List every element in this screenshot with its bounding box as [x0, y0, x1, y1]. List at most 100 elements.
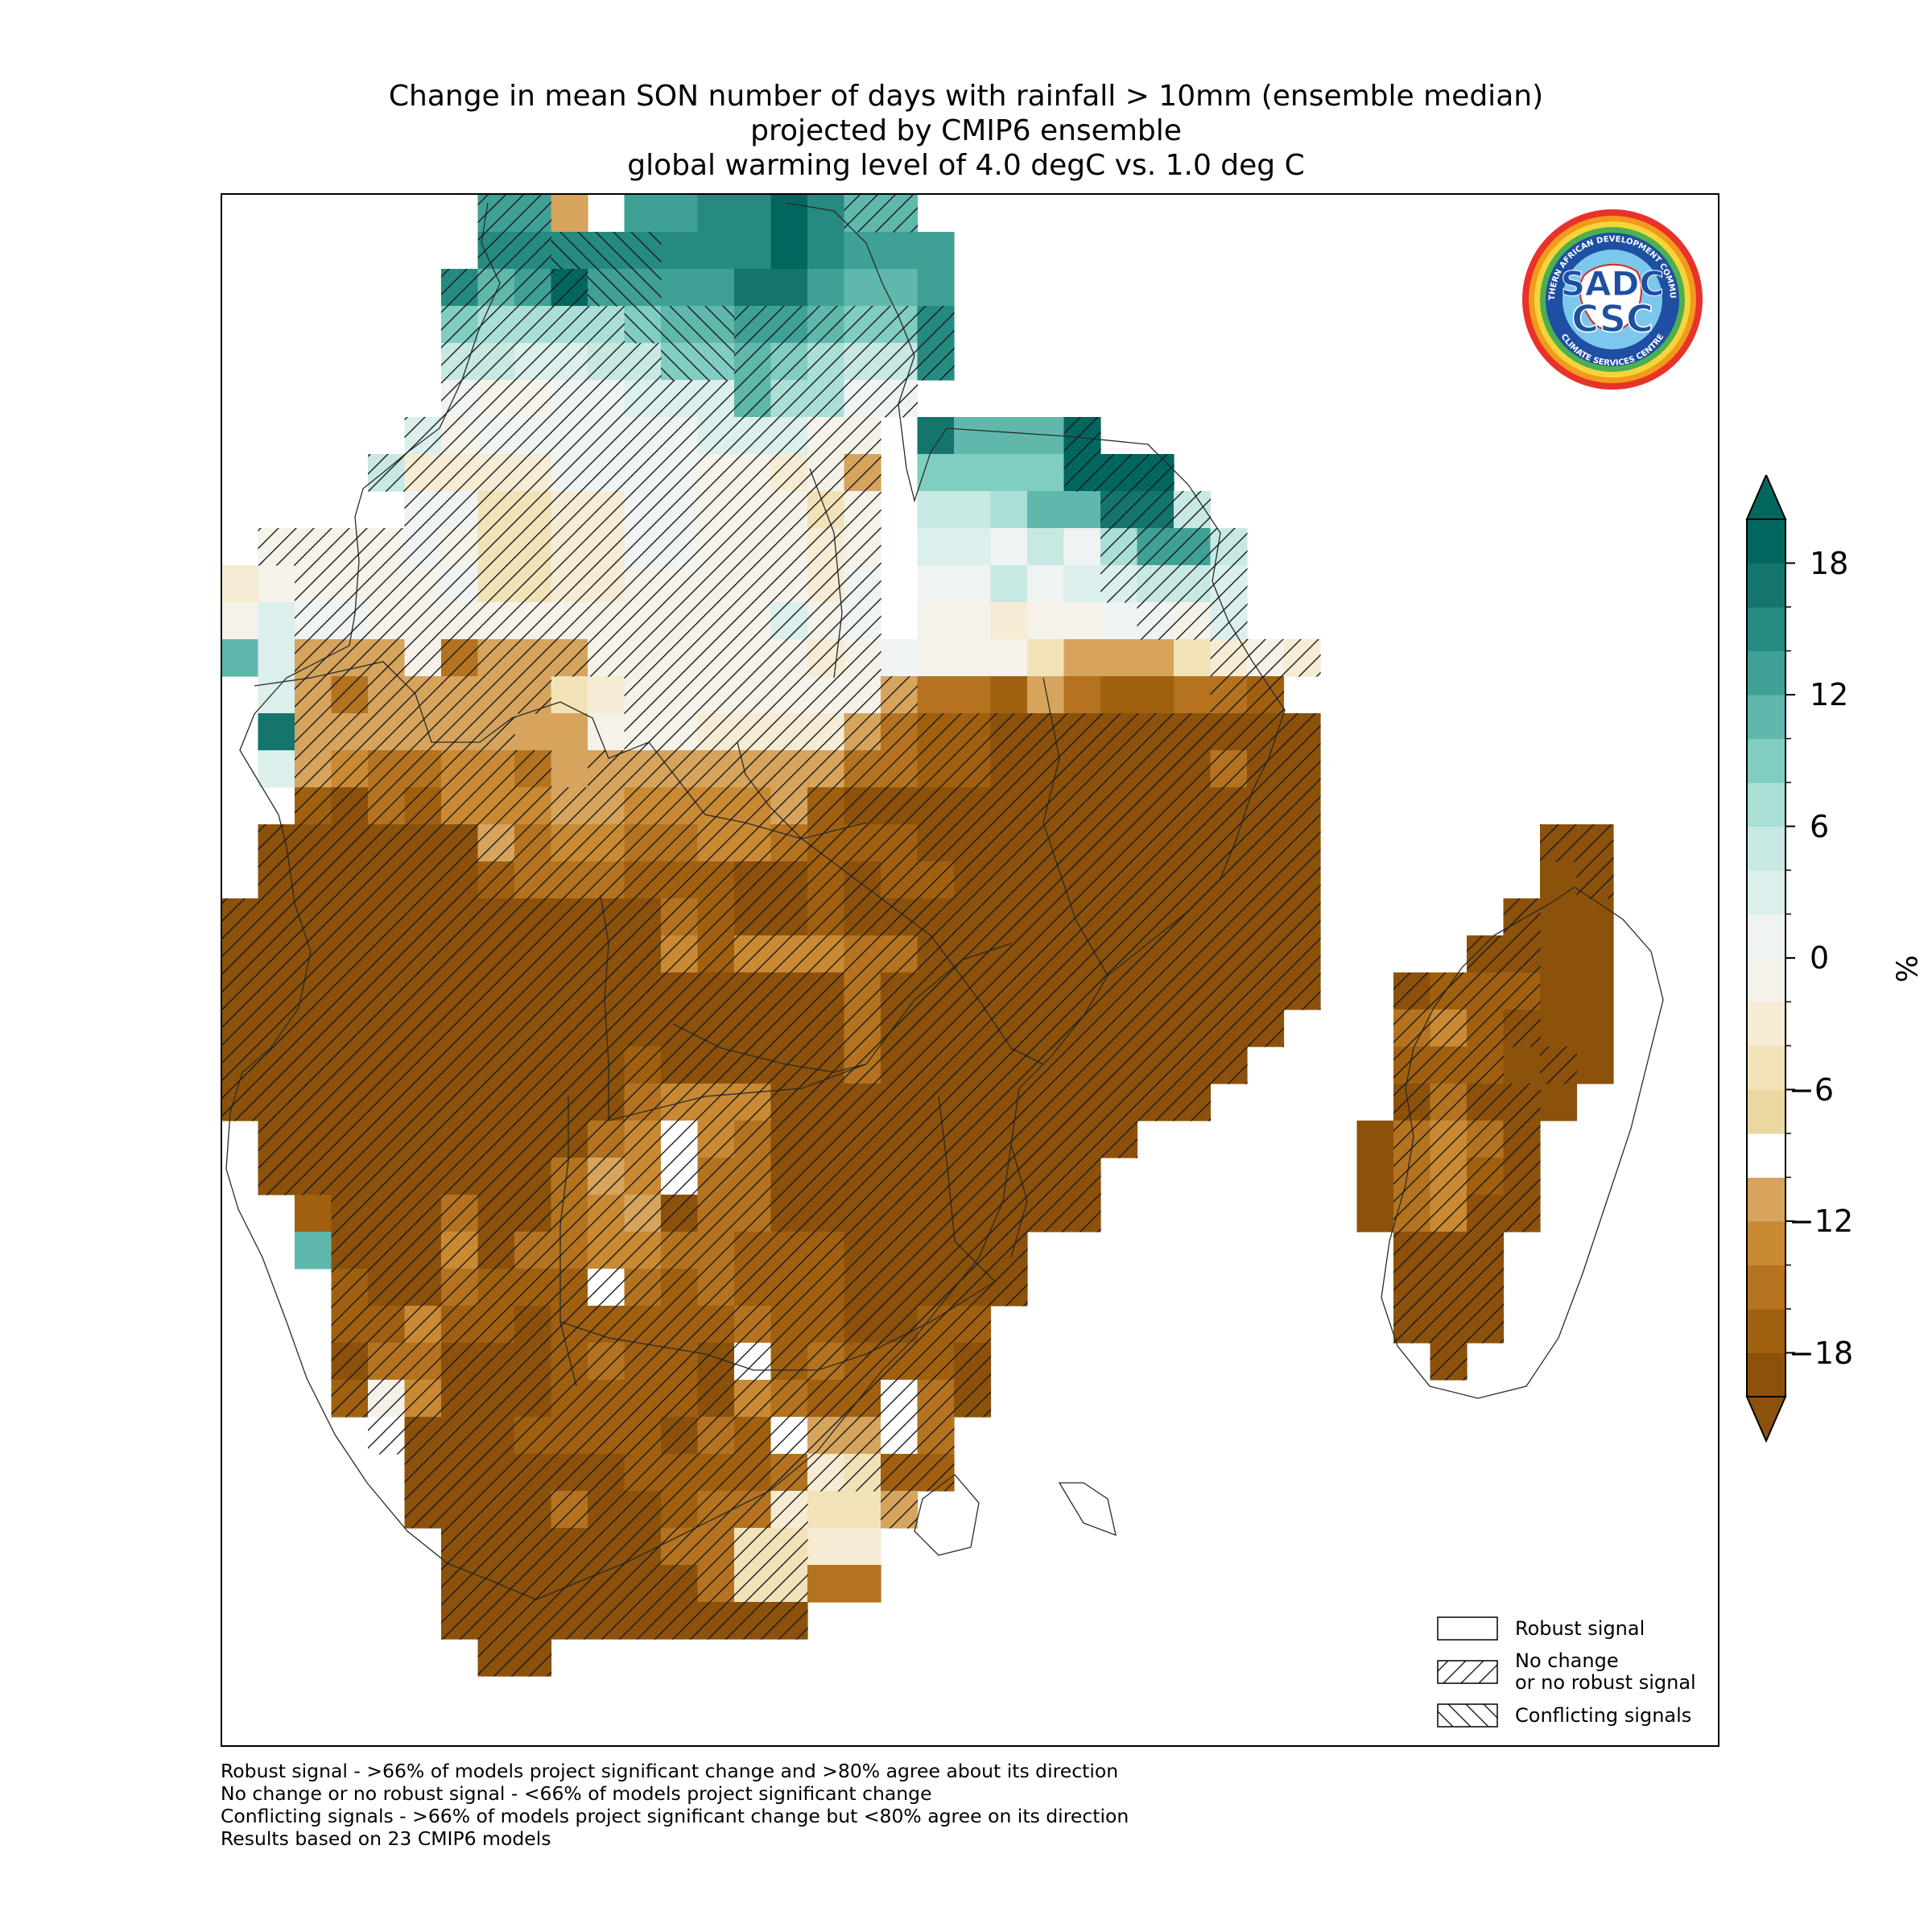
- colorbar-segment: [1747, 563, 1785, 608]
- no-robust-hatch: [588, 1269, 625, 1307]
- no-robust-hatch: [1137, 454, 1174, 492]
- grid-cell: [807, 1565, 845, 1603]
- no-robust-hatch: [1247, 676, 1285, 714]
- grid-cell: [1063, 565, 1101, 603]
- no-robust-hatch: [1137, 824, 1174, 862]
- no-robust-hatch: [917, 787, 955, 825]
- no-robust-hatch: [770, 639, 808, 677]
- no-robust-hatch: [807, 1232, 845, 1269]
- no-robust-hatch: [807, 676, 845, 714]
- no-robust-hatch: [624, 787, 662, 825]
- grid-cell: [954, 528, 992, 566]
- no-robust-hatch: [661, 1491, 699, 1529]
- no-robust-hatch: [954, 1343, 992, 1381]
- no-robust-hatch: [1467, 935, 1505, 973]
- no-robust-hatch: [551, 1121, 588, 1158]
- grid-cell: [1356, 1195, 1394, 1232]
- no-robust-hatch: [1174, 1084, 1212, 1121]
- no-robust-hatch: [551, 1046, 588, 1084]
- no-robust-hatch: [770, 1009, 808, 1047]
- no-robust-hatch: [990, 713, 1028, 751]
- no-robust-hatch: [807, 750, 845, 788]
- no-robust-hatch: [954, 1046, 992, 1084]
- grid-cell: [844, 1491, 881, 1529]
- grid-cell: [551, 750, 588, 788]
- no-robust-hatch: [588, 306, 625, 344]
- no-robust-hatch: [917, 1380, 955, 1418]
- colorbar-unit-label: %: [1891, 955, 1925, 983]
- no-robust-hatch: [477, 1454, 515, 1492]
- no-robust-hatch: [295, 787, 332, 825]
- no-robust-hatch: [514, 1269, 552, 1307]
- no-robust-hatch: [1210, 676, 1248, 714]
- no-robust-hatch: [624, 1046, 662, 1084]
- no-robust-hatch: [1174, 565, 1212, 603]
- no-robust-hatch: [1393, 1084, 1431, 1121]
- no-robust-hatch: [807, 343, 845, 381]
- no-robust-hatch: [1027, 1009, 1065, 1047]
- no-robust-hatch: [807, 491, 845, 529]
- grid-cell: [1540, 861, 1578, 899]
- no-robust-hatch: [441, 491, 479, 529]
- no-robust-hatch: [661, 491, 699, 529]
- no-robust-hatch: [1174, 491, 1212, 529]
- no-robust-hatch: [1210, 935, 1248, 973]
- no-robust-hatch: [661, 1195, 699, 1232]
- grid-cell: [697, 195, 735, 233]
- grid-cell: [917, 417, 955, 455]
- grid-cell: [1100, 639, 1138, 677]
- no-robust-hatch: [770, 1084, 808, 1121]
- no-robust-hatch: [404, 1417, 442, 1455]
- no-robust-hatch: [1247, 861, 1285, 899]
- no-robust-hatch: [295, 1009, 332, 1047]
- no-robust-hatch: [258, 898, 295, 936]
- no-robust-hatch: [368, 898, 406, 936]
- no-robust-hatch: [1503, 972, 1541, 1010]
- no-robust-hatch: [917, 898, 955, 936]
- no-robust-hatch: [514, 750, 552, 788]
- no-robust-hatch: [734, 972, 772, 1010]
- no-robust-hatch: [1100, 713, 1138, 751]
- grid-cell: [844, 269, 881, 307]
- conflicting-hatch: [588, 269, 625, 307]
- no-robust-hatch: [807, 1046, 845, 1084]
- grid-cell: [954, 417, 992, 455]
- no-robust-hatch: [404, 528, 442, 566]
- no-robust-hatch: [1503, 935, 1541, 973]
- grid-cell: [1063, 602, 1101, 640]
- no-robust-hatch: [588, 1528, 625, 1566]
- colorbar-segment: [1747, 1309, 1785, 1353]
- no-robust-hatch: [734, 1009, 772, 1047]
- no-robust-hatch: [1430, 1306, 1468, 1344]
- no-robust-hatch: [917, 1121, 955, 1158]
- no-robust-hatch: [514, 1121, 552, 1158]
- no-robust-hatch: [588, 787, 625, 825]
- no-robust-hatch: [477, 343, 515, 381]
- no-robust-hatch: [954, 1158, 992, 1195]
- no-robust-hatch: [1027, 1121, 1065, 1158]
- no-robust-hatch: [1137, 1009, 1174, 1047]
- no-robust-hatch: [807, 1454, 845, 1492]
- no-robust-hatch: [770, 1121, 808, 1158]
- no-robust-hatch: [331, 713, 369, 751]
- no-robust-hatch: [222, 1046, 259, 1084]
- grid-cell: [258, 713, 295, 751]
- grid-cell: [1063, 639, 1101, 677]
- grid-cell: [258, 676, 295, 714]
- grid-cell: [1137, 639, 1174, 677]
- no-robust-hatch: [514, 195, 552, 233]
- no-robust-hatch: [514, 1158, 552, 1195]
- no-robust-hatch: [551, 343, 588, 381]
- no-robust-hatch: [1430, 1269, 1468, 1307]
- no-robust-hatch: [624, 1602, 662, 1640]
- no-robust-hatch: [697, 861, 735, 899]
- grid-cell: [1174, 676, 1212, 714]
- no-robust-hatch: [404, 1232, 442, 1269]
- no-robust-hatch: [807, 380, 845, 418]
- no-robust-hatch: [624, 1084, 662, 1121]
- no-robust-hatch: [990, 861, 1028, 899]
- no-robust-hatch: [588, 1565, 625, 1603]
- grid-cell: [661, 232, 699, 270]
- no-robust-hatch: [697, 713, 735, 751]
- grid-cell: [661, 195, 699, 233]
